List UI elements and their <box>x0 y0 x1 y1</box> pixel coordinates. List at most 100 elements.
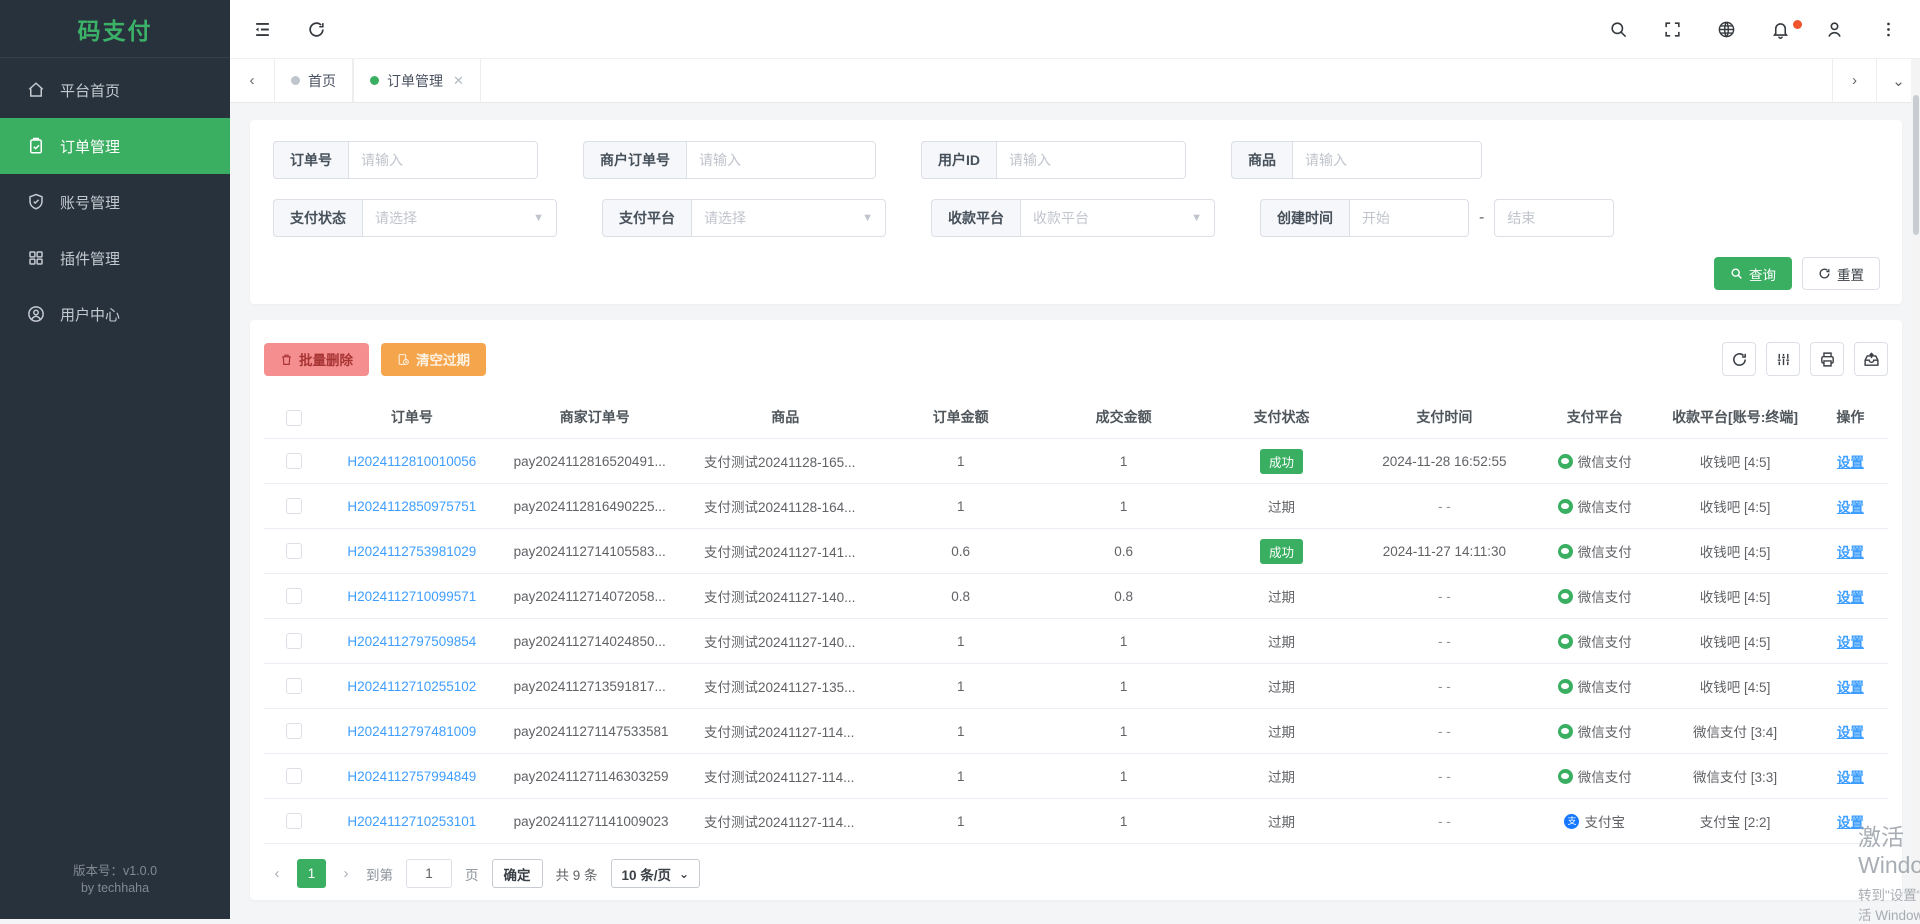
product-input[interactable] <box>1292 141 1482 179</box>
tab-close-icon[interactable]: ✕ <box>453 73 464 89</box>
settings-link[interactable]: 设置 <box>1837 815 1864 830</box>
goto-confirm-button[interactable]: 确定 <box>492 859 543 888</box>
tabs-scroll-right-icon[interactable]: › <box>1832 59 1876 102</box>
menu-fold-icon[interactable] <box>252 19 272 39</box>
row-checkbox[interactable] <box>286 633 302 649</box>
more-vertical-icon[interactable] <box>1878 19 1898 39</box>
order-id-link[interactable]: H2024112850975751 <box>347 499 476 514</box>
merchant-order-cell: pay202411271141009023 <box>500 799 690 844</box>
vertical-scrollbar[interactable] <box>1911 59 1920 919</box>
table-refresh-icon[interactable] <box>1722 342 1756 376</box>
col-receive-platform: 收款平台[账号:终端] <box>1657 398 1812 439</box>
sidebar-item-account-management[interactable]: 账号管理 <box>0 174 230 230</box>
column-filter-icon[interactable] <box>1766 342 1800 376</box>
row-checkbox[interactable] <box>286 813 302 829</box>
notification-bell-icon[interactable] <box>1770 19 1790 39</box>
current-page-button[interactable]: 1 <box>297 859 326 888</box>
sidebar-item-order-management[interactable]: 订单管理 <box>0 118 230 174</box>
order-id-link[interactable]: H2024112810010056 <box>347 454 476 469</box>
goto-page-input[interactable] <box>406 859 452 888</box>
search-button[interactable]: 查询 <box>1714 257 1792 290</box>
sidebar-item-platform-home[interactable]: 平台首页 <box>0 62 230 118</box>
order-id-link[interactable]: H2024112797509854 <box>347 634 476 649</box>
row-checkbox[interactable] <box>286 678 302 694</box>
scrollbar-thumb[interactable] <box>1913 95 1919 235</box>
top-header <box>230 0 1920 58</box>
col-order-id: 订单号 <box>324 398 499 439</box>
settings-link[interactable]: 设置 <box>1837 500 1864 515</box>
select-all-checkbox[interactable] <box>286 410 302 426</box>
row-checkbox[interactable] <box>286 588 302 604</box>
date-start-input[interactable] <box>1349 199 1469 237</box>
settings-link[interactable]: 设置 <box>1837 725 1864 740</box>
row-checkbox[interactable] <box>286 723 302 739</box>
refresh-icon[interactable] <box>306 19 326 39</box>
pay-platform-select[interactable]: 请选择 ▼ <box>691 199 886 237</box>
batch-delete-button[interactable]: 批量删除 <box>264 343 369 376</box>
filter-order-id: 订单号 <box>273 141 538 179</box>
filter-merchant-order-id: 商户订单号 <box>583 141 876 179</box>
pay-status-select[interactable]: 请选择 ▼ <box>362 199 557 237</box>
order-id-link[interactable]: H2024112797481009 <box>347 724 476 739</box>
filter-receive-platform: 收款平台 收款平台 ▼ <box>931 199 1215 237</box>
paid-amount-cell: 1 <box>1041 709 1206 754</box>
table-row: H2024112753981029 pay2024112714105583...… <box>264 529 1888 574</box>
user-icon[interactable] <box>1824 19 1844 39</box>
platform-cell: 微信支付 <box>1532 529 1657 574</box>
version-number: 版本号：v1.0.0 <box>0 863 230 880</box>
product-cell: 支付测试20241127-135... <box>690 664 880 709</box>
date-end-input[interactable] <box>1494 199 1614 237</box>
status-cell: 过期 <box>1206 574 1356 619</box>
platform-icon <box>1558 544 1573 559</box>
settings-link[interactable]: 设置 <box>1837 680 1864 695</box>
row-checkbox[interactable] <box>286 498 302 514</box>
user-id-input[interactable] <box>996 141 1186 179</box>
language-globe-icon[interactable] <box>1716 19 1736 39</box>
settings-link[interactable]: 设置 <box>1837 590 1864 605</box>
clear-expired-button[interactable]: 清空过期 <box>381 343 486 376</box>
receive-platform-select[interactable]: 收款平台 ▼ <box>1020 199 1215 237</box>
fullscreen-icon[interactable] <box>1662 19 1682 39</box>
pay-time-cell: - - <box>1357 754 1532 799</box>
merchant-order-id-input[interactable] <box>686 141 876 179</box>
settings-link[interactable]: 设置 <box>1837 455 1864 470</box>
sidebar-item-user-center[interactable]: 用户中心 <box>0 286 230 342</box>
order-amount-cell: 1 <box>881 439 1041 484</box>
row-checkbox[interactable] <box>286 768 302 784</box>
tab-order-management[interactable]: 订单管理 ✕ <box>353 59 481 102</box>
export-icon[interactable] <box>1854 342 1888 376</box>
order-id-link[interactable]: H2024112753981029 <box>347 544 476 559</box>
page-size-select[interactable]: 10 条/页 ⌄ <box>611 859 701 888</box>
printer-icon[interactable] <box>1810 342 1844 376</box>
tabs-scroll-left-icon[interactable]: ‹ <box>230 59 274 102</box>
settings-link[interactable]: 设置 <box>1837 545 1864 560</box>
filter-product: 商品 <box>1231 141 1482 179</box>
receiver-cell: 收钱吧 [4:5] <box>1657 529 1812 574</box>
tab-dot <box>291 76 300 85</box>
reset-button[interactable]: 重置 <box>1802 257 1880 290</box>
order-id-link[interactable]: H2024112710255102 <box>347 679 476 694</box>
col-actions: 操作 <box>1813 398 1888 439</box>
row-checkbox[interactable] <box>286 543 302 559</box>
table-row: H2024112850975751 pay2024112816490225...… <box>264 484 1888 529</box>
prev-page-icon[interactable]: ‹ <box>270 865 284 882</box>
merchant-order-cell: pay202411271146303259 <box>500 754 690 799</box>
order-id-input[interactable] <box>348 141 538 179</box>
order-clipboard-icon <box>27 137 45 155</box>
status-cell: 过期 <box>1206 664 1356 709</box>
product-cell: 支付测试20241128-165... <box>690 439 880 484</box>
row-checkbox[interactable] <box>286 453 302 469</box>
sidebar-item-plugin-management[interactable]: 插件管理 <box>0 230 230 286</box>
filter-label: 商品 <box>1231 141 1292 179</box>
next-page-icon[interactable]: › <box>339 865 353 882</box>
tab-home[interactable]: 首页 <box>274 59 353 102</box>
order-id-link[interactable]: H2024112710253101 <box>347 814 476 829</box>
platform-icon <box>1558 769 1573 784</box>
col-merchant-order-id: 商家订单号 <box>500 398 690 439</box>
search-icon[interactable] <box>1608 19 1628 39</box>
order-id-link[interactable]: H2024112757994849 <box>347 769 476 784</box>
sidebar-menu: 平台首页 订单管理 账号管理 插件管理 用户中心 <box>0 58 230 342</box>
order-id-link[interactable]: H2024112710099571 <box>347 589 476 604</box>
settings-link[interactable]: 设置 <box>1837 635 1864 650</box>
settings-link[interactable]: 设置 <box>1837 770 1864 785</box>
